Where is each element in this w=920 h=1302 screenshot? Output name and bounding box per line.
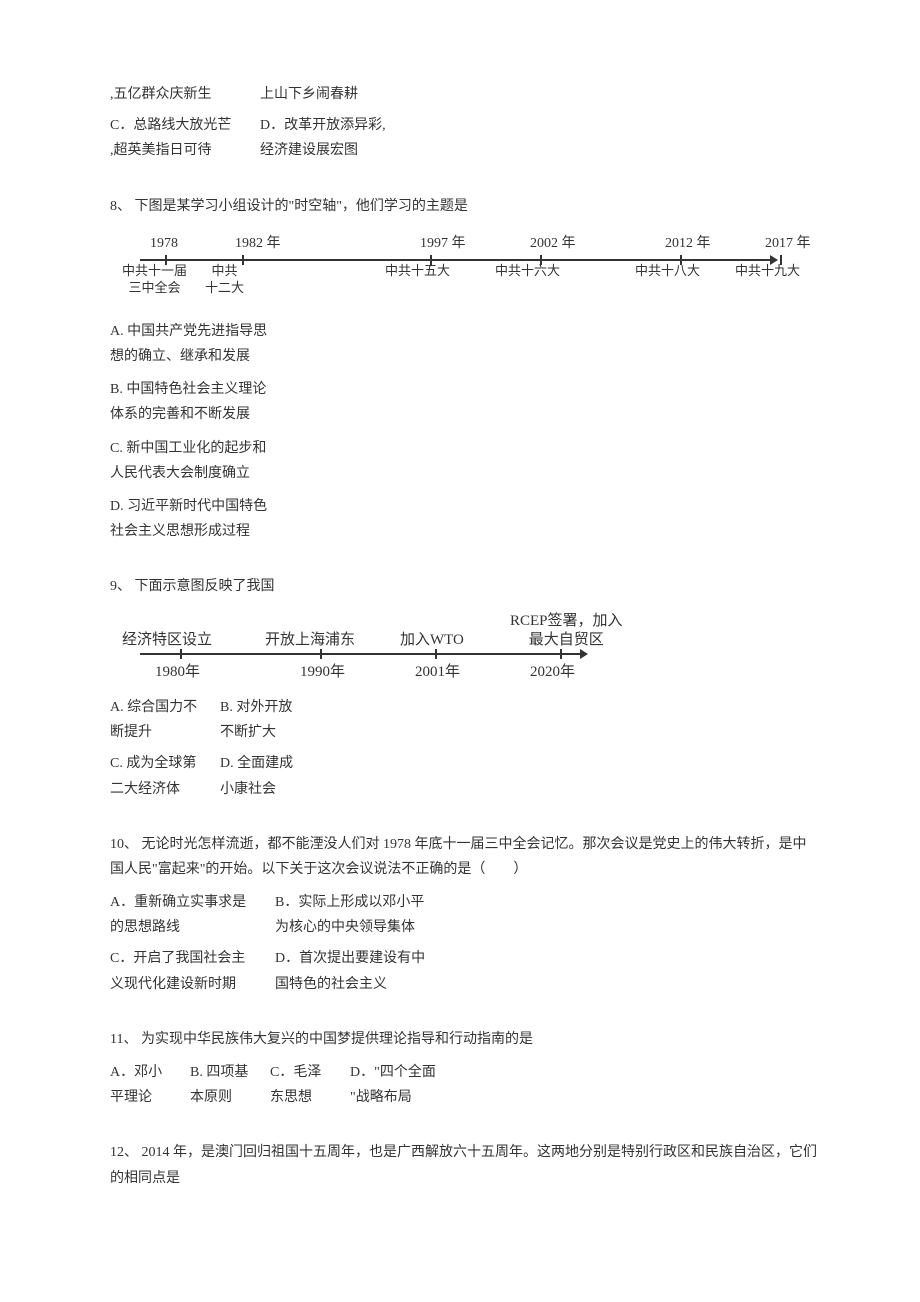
timeline-label: 中共十二大 [205,263,244,297]
timeline-label: 中共十八大 [635,263,700,280]
q9-opt-d-l2: 小康社会 [220,777,330,802]
timeline-year: 1982 年 [235,231,281,256]
q10-opt-a-l2: 的思想路线 [110,915,275,940]
timeline-year: 2020年 [530,659,575,686]
q7-opt-c-line1: C．总路线大放光芒 [110,113,260,138]
q10-opt-d-l1: D．首次提出要建设有中 [275,946,460,971]
q10-opt-b-l2: 为核心的中央领导集体 [275,915,460,940]
q9-opt-b-l2: 不断扩大 [220,720,330,745]
timeline-top-label: RCEP签署，加入最大自贸区 [510,612,623,650]
timeline-year: 2002 年 [530,231,576,256]
q11-opt-b-l1: B. 四项基 [190,1060,270,1085]
q10-options-row2: C．开启了我国社会主 义现代化建设新时期 D．首次提出要建设有中 国特色的社会主… [110,946,820,996]
q12-stem: 12、 2014 年，是澳门回归祖国十五周年，也是广西解放六十五周年。这两地分别… [110,1140,820,1190]
q9-opt-c-l2: 二大经济体 [110,777,220,802]
timeline-label: 中共十六大 [495,263,560,280]
q10-opt-c-l2: 义现代化建设新时期 [110,972,275,997]
q8-opt-b: B. 中国特色社会主义理论 体系的完善和不断发展 [110,377,820,427]
q11-opt-c-l2: 东思想 [270,1085,350,1110]
q8-opt-a: A. 中国共产党先进指导思 想的确立、继承和发展 [110,319,820,369]
q10-opt-d-l2: 国特色的社会主义 [275,972,460,997]
q9-opt-a-l2: 断提升 [110,720,220,745]
q7-opt-a-line2: ,五亿群众庆新生 [110,82,260,107]
q9-options-row2: C. 成为全球第 二大经济体 D. 全面建成 小康社会 [110,751,820,801]
timeline-label: 中共十五大 [385,263,450,280]
q11-options: A．邓小 平理论 B. 四项基 本原则 C．毛泽 东思想 D．"四个全面 "战略… [110,1060,820,1110]
q10-opt-b-l1: B．实际上形成以邓小平 [275,890,460,915]
timeline-year: 1997 年 [420,231,466,256]
q9-opt-c-l1: C. 成为全球第 [110,751,220,776]
q10-opt-a-l1: A．重新确立实事求是 [110,890,275,915]
q7-opt-b-line2: 上山下乡闹春耕 [260,82,410,107]
timeline-year: 1990年 [300,659,345,686]
q9-stem: 9、 下面示意图反映了我国 [110,574,820,599]
q9-options-row1: A. 综合国力不 断提升 B. 对外开放 不断扩大 [110,695,820,745]
q8-stem: 8、 下图是某学习小组设计的"时空轴"，他们学习的主题是 [110,194,820,219]
q10-stem: 10、 无论时光怎样流逝，都不能湮没人们对 1978 年底十一届三中全会记忆。那… [110,832,820,882]
timeline-year: 2012 年 [665,231,711,256]
q9-opt-d-l1: D. 全面建成 [220,751,330,776]
q11-opt-c-l1: C．毛泽 [270,1060,350,1085]
q11-opt-a-l2: 平理论 [110,1085,190,1110]
timeline-top-label: 开放上海浦东 [265,631,355,650]
q7-options-row2: C．总路线大放光芒 ,超英美指日可待 D．改革开放添异彩, 经济建设展宏图 [110,113,820,163]
q7-options-row1: ,五亿群众庆新生 上山下乡闹春耕 [110,82,820,107]
q7-opt-d-line2: 经济建设展宏图 [260,138,410,163]
timeline-year: 2017 年 [765,231,811,256]
timeline-top-label: 加入WTO [400,631,464,650]
q11-opt-b-l2: 本原则 [190,1085,270,1110]
q8-opt-c: C. 新中国工业化的起步和 人民代表大会制度确立 [110,436,820,486]
timeline-year: 1980年 [155,659,200,686]
q9-timeline: 经济特区设立开放上海浦东加入WTORCEP签署，加入最大自贸区 1980年199… [110,611,670,679]
q11-stem: 11、 为实现中华民族伟大复兴的中国梦提供理论指导和行动指南的是 [110,1027,820,1052]
q8-opt-d: D. 习近平新时代中国特色 社会主义思想形成过程 [110,494,820,544]
q7-opt-c-line2: ,超英美指日可待 [110,138,260,163]
q9-opt-a-l1: A. 综合国力不 [110,695,220,720]
q7-opt-d-line1: D．改革开放添异彩, [260,113,410,138]
q9-opt-b-l1: B. 对外开放 [220,695,330,720]
timeline-year: 2001年 [415,659,460,686]
q11-opt-a-l1: A．邓小 [110,1060,190,1085]
timeline-label: 中共十一届三中全会 [122,263,187,297]
timeline-year: 1978 [150,231,178,256]
q8-timeline: 1978 1982 年 1997 年 2002 年 2012 年 2017 年 中共十一届… [110,231,820,303]
timeline-label: 中共十九大 [735,263,800,280]
q10-options-row1: A．重新确立实事求是 的思想路线 B．实际上形成以邓小平 为核心的中央领导集体 [110,890,820,940]
q10-opt-c-l1: C．开启了我国社会主 [110,946,275,971]
q11-opt-d-l2: "战略布局 [350,1085,470,1110]
q11-opt-d-l1: D．"四个全面 [350,1060,470,1085]
timeline-top-label: 经济特区设立 [122,631,212,650]
